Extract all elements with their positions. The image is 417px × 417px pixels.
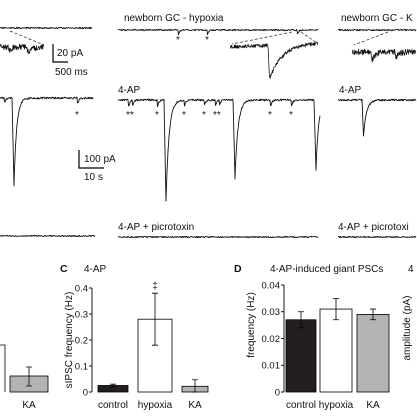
trace-ka-inset (351, 48, 417, 63)
panel-partial-right-title: 4 (408, 264, 414, 275)
y-tick-label: 0.01 (262, 361, 281, 372)
event-marker-star: * (176, 35, 180, 46)
condition-label-4ap-picrotoxin: 4-AP + picrotoxi (338, 222, 409, 233)
error-bar (333, 297, 339, 321)
y-tick-label: 0.02 (262, 334, 281, 345)
error-bar (192, 379, 198, 393)
panel-partial-right: 4 amplitude (pA) (402, 264, 414, 361)
panel-partial-left: KA (0, 344, 49, 411)
panel-letter-c: C (60, 263, 68, 275)
y-tick-label: 0.1 (75, 361, 88, 372)
inset-scale-bar (52, 44, 68, 63)
trace-control-inset (0, 43, 45, 55)
trace-column-control-labels: * (75, 110, 79, 121)
zoom-guides (9, 30, 389, 46)
trace-hypoxia-4ap (117, 98, 321, 202)
error-bar (152, 292, 158, 346)
panel-d: D 4-AP-induced giant PSCs frequency (Hz)… (234, 263, 390, 411)
x-tick-label: control (286, 400, 316, 411)
trace-control-4ap (0, 96, 94, 187)
main-scale-time-label: 10 s (84, 172, 103, 183)
trace-control-baseline (0, 26, 93, 30)
panel-d-y-axis-label: frequency (Hz) (246, 292, 257, 358)
event-marker-star: ** (213, 110, 221, 121)
error-bar (110, 383, 116, 388)
error-bar (298, 311, 304, 329)
trace-ka-4ap-picrotoxin (337, 235, 417, 239)
bar-partial (0, 344, 6, 392)
x-tick-label: KA (188, 400, 202, 411)
inset-scale-time-label: 500 ms (55, 67, 88, 78)
x-tick-label: control (98, 400, 128, 411)
trace-ka-baseline (337, 28, 417, 32)
bar-ka (356, 314, 390, 393)
bar-control (285, 319, 317, 393)
scale-bars: 20 pA 500 ms 100 pA 10 s (52, 44, 116, 183)
zoom-guide-line-control (9, 30, 45, 46)
zoom-guide-line-hypoxia-right (300, 31, 318, 44)
panel-c-title: 4-AP (84, 264, 107, 275)
panel-c-y-axis-label: sIPSC frequency (Hz) (64, 292, 75, 389)
panel-d-title: 4-AP-induced giant PSCs (270, 264, 383, 275)
event-marker-star: * (155, 110, 159, 121)
main-scale-current-label: 100 pA (84, 154, 116, 165)
panel-partial-right-y-axis-label: amplitude (pA) (402, 295, 413, 360)
trace-control-4ap-picrotoxin (0, 234, 96, 238)
event-marker-star: * (205, 35, 209, 46)
event-marker-star: ** (126, 110, 134, 121)
condition-label-4ap-picrotoxin: 4-AP + picrotoxin (118, 222, 194, 233)
event-marker-star: * (268, 110, 272, 121)
zoom-guide-line-ka (353, 31, 389, 46)
event-marker-star: * (182, 110, 186, 121)
y-tick-label: 0.4 (75, 283, 88, 294)
bar-hypoxia (137, 318, 173, 393)
column-title-ka: newborn GC - K (341, 13, 413, 24)
y-tick-label: 0.03 (262, 307, 281, 318)
x-tick-label: KA (366, 400, 380, 411)
condition-label-4ap: 4-AP (118, 85, 141, 96)
y-tick-label: 0.2 (75, 335, 88, 346)
trace-hypoxia-inset (229, 41, 319, 79)
trace-column-hypoxia-labels: newborn GC - hypoxia * * 4-AP ** * * * *… (118, 13, 293, 233)
inset-scale-current-label: 20 pA (57, 48, 83, 59)
column-title-hypoxia: newborn GC - hypoxia (124, 13, 224, 24)
panel-c: C 4-AP sIPSC frequency (Hz) 0 0.1 0.2 0.3 0.… (60, 263, 209, 411)
zoom-guide-line-hypoxia-left (231, 31, 293, 45)
trace-ka-4ap (337, 98, 417, 137)
x-tick-label: KA (22, 400, 36, 411)
event-marker-star: * (202, 110, 206, 121)
trace-hypoxia-4ap-picrotoxin (117, 235, 319, 239)
trace-column-ka-labels: newborn GC - K 4-AP 4-AP + picrotoxi (338, 13, 413, 233)
x-tick-label: hypoxia (138, 400, 173, 411)
y-tick-label: 0.3 (75, 309, 88, 320)
event-marker-star: * (75, 110, 79, 121)
trace-panels (0, 26, 417, 239)
error-bar (370, 308, 376, 321)
x-tick-label: hypoxia (319, 400, 354, 411)
bar-hypoxia (319, 308, 353, 393)
error-bar (26, 366, 32, 387)
event-marker-star: * (289, 110, 293, 121)
trace-hypoxia-baseline (117, 28, 319, 36)
y-tick-label: 0 (83, 387, 88, 398)
significance-marker: ‡ (152, 281, 158, 292)
panel-letter-d: D (234, 263, 242, 275)
main-scale-bar (78, 150, 104, 169)
y-tick-label: 0 (275, 387, 280, 398)
condition-label-4ap: 4-AP (339, 85, 362, 96)
y-tick-label: 0.04 (262, 280, 281, 291)
